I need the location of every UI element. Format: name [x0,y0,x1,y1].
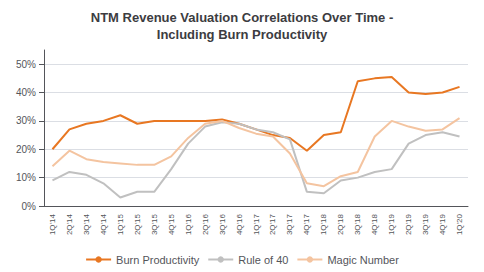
svg-text:1Q'14: 1Q'14 [48,213,57,235]
svg-text:1Q'17: 1Q'17 [252,213,261,235]
svg-text:NTM Revenue Valuation Correlat: NTM Revenue Valuation Correlations Over … [91,10,393,25]
svg-text:Burn Productivity: Burn Productivity [116,254,200,266]
svg-text:3Q'17: 3Q'17 [285,213,294,235]
svg-text:3Q'14: 3Q'14 [82,213,91,235]
svg-text:4Q'17: 4Q'17 [302,213,311,235]
svg-text:1Q'18: 1Q'18 [319,213,328,235]
svg-text:3Q'18: 3Q'18 [353,213,362,235]
svg-text:2Q'14: 2Q'14 [65,213,74,235]
svg-text:3Q'19: 3Q'19 [421,213,430,235]
svg-text:30%: 30% [16,115,36,126]
svg-text:2Q'19: 2Q'19 [404,213,413,235]
svg-text:2Q'17: 2Q'17 [268,213,277,235]
svg-text:3Q'16: 3Q'16 [218,213,227,235]
svg-text:4Q'18: 4Q'18 [370,213,379,235]
svg-text:4Q'16: 4Q'16 [235,213,244,235]
svg-text:40%: 40% [16,87,36,98]
svg-text:2Q'15: 2Q'15 [133,213,142,235]
svg-text:4Q'19: 4Q'19 [438,213,447,235]
svg-text:1Q'20: 1Q'20 [455,213,464,235]
svg-text:2Q'18: 2Q'18 [336,213,345,235]
svg-text:10%: 10% [16,172,36,183]
svg-text:1Q'19: 1Q'19 [387,213,396,235]
svg-text:4Q'15: 4Q'15 [167,213,176,235]
svg-text:0%: 0% [22,201,37,212]
svg-text:1Q'16: 1Q'16 [184,213,193,235]
svg-text:1Q'15: 1Q'15 [116,213,125,235]
svg-text:20%: 20% [16,144,36,155]
svg-text:Rule of 40: Rule of 40 [238,254,288,266]
svg-text:2Q'16: 2Q'16 [201,213,210,235]
svg-text:50%: 50% [16,59,36,70]
svg-text:3Q'15: 3Q'15 [150,213,159,235]
svg-text:Magic Number: Magic Number [327,254,399,266]
svg-text:Including Burn Productivity: Including Burn Productivity [157,27,328,42]
svg-text:4Q'14: 4Q'14 [99,213,108,235]
